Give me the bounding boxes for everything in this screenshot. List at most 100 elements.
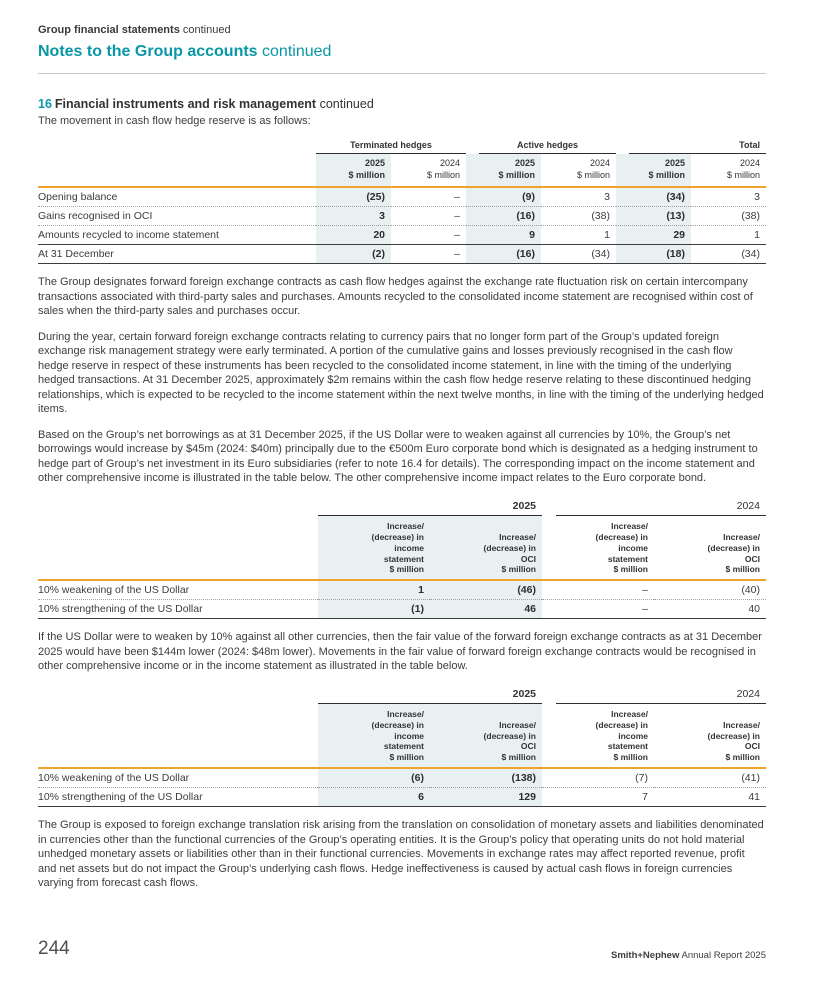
table-cell: (16)	[466, 206, 541, 227]
table-cell: (16)	[466, 244, 541, 265]
paragraph: If the US Dollar were to weaken by 10% a…	[38, 631, 762, 673]
note-title: Financial instruments and risk managemen…	[54, 97, 317, 111]
group-active-hedges: Active hedges	[466, 138, 616, 154]
column-header-row: Increase/ (decrease) in income statement…	[38, 515, 766, 582]
group-terminated-hedges: Terminated hedges	[316, 138, 466, 154]
col-header-2024: 2024 $ million	[541, 154, 616, 189]
row-label: Gains recognised in OCI	[38, 206, 316, 227]
note-number: 16	[38, 97, 52, 111]
col-header-2024: 2024 $ million	[691, 154, 766, 189]
year-2024-header: 2024	[542, 687, 766, 704]
year-header-row: 2025 $ million 2024 $ million 2025 $ mil…	[38, 154, 766, 189]
table-cell: (34)	[691, 244, 766, 265]
col-header-income-2025: Increase/ (decrease) in income statement…	[318, 703, 430, 770]
row-label: 10% strengthening of the US Dollar	[38, 599, 318, 620]
row-label: 10% strengthening of the US Dollar	[38, 787, 318, 808]
page-number: 244	[38, 938, 70, 959]
empty-cell	[38, 138, 316, 154]
footer-report-suffix: Annual Report 2025	[679, 950, 766, 961]
table-cell: 3	[541, 187, 616, 208]
table-cell: –	[542, 599, 654, 620]
table-cell: (138)	[430, 768, 542, 789]
hedge-reserve-table: Terminated hedges Active hedges Total 20…	[38, 138, 766, 265]
group-total: Total	[616, 138, 766, 154]
intro-text: The movement in cash flow hedge reserve …	[38, 115, 311, 127]
table-cell: 129	[430, 787, 542, 808]
empty-cell	[38, 499, 318, 516]
col-header-oci-2025: Increase/ (decrease) in OCI $ million	[430, 703, 542, 770]
col-header-2025: 2025 $ million	[316, 154, 391, 189]
row-label: 10% weakening of the US Dollar	[38, 768, 318, 789]
col-header-income-2025: Increase/ (decrease) in income statement…	[318, 515, 430, 582]
footer-brand: Smith+Nephew	[611, 950, 680, 961]
empty-cell	[38, 687, 318, 704]
page-title-suffix: continued	[257, 43, 332, 60]
table-cell: 3	[691, 187, 766, 208]
table-cell: (46)	[430, 580, 542, 601]
paragraph: Based on the Group’s net borrowings as a…	[38, 428, 758, 485]
table-cell: (25)	[316, 187, 391, 208]
col-header-2025: 2025 $ million	[466, 154, 541, 189]
row-label: 10% weakening of the US Dollar	[38, 580, 318, 601]
year-span-row: 2025 2024	[38, 499, 766, 516]
table-cell: 20	[316, 225, 391, 246]
table-row: Amounts recycled to income statement 20 …	[38, 225, 766, 246]
table-cell: (38)	[541, 206, 616, 227]
borrowings-sensitivity-table: 2025 2024 Increase/ (decrease) in income…	[38, 499, 766, 620]
table-cell: 1	[691, 225, 766, 246]
table-total-row: At 31 December (2) – (16) (34) (18) (34)	[38, 244, 766, 265]
table-cell: (13)	[616, 206, 691, 227]
table-row: 10% weakening of the US Dollar (6) (138)…	[38, 768, 766, 789]
table-cell: 3	[316, 206, 391, 227]
fx-sensitivity-table: 2025 2024 Increase/ (decrease) in income…	[38, 687, 766, 808]
table-cell: (2)	[316, 244, 391, 265]
table-cell: (38)	[691, 206, 766, 227]
table-row: Opening balance (25) – (9) 3 (34) 3	[38, 187, 766, 208]
year-2025-header: 2025	[318, 687, 542, 704]
row-label: Opening balance	[38, 187, 316, 208]
table-cell: (18)	[616, 244, 691, 265]
section-heading: 16 Financial instruments and risk managem…	[38, 97, 766, 111]
table-cell: 40	[654, 599, 766, 620]
col-header-oci-2025: Increase/ (decrease) in OCI $ million	[430, 515, 542, 582]
row-label: At 31 December	[38, 244, 316, 265]
column-header-row: Increase/ (decrease) in income statement…	[38, 703, 766, 770]
group-header-row: Terminated hedges Active hedges Total	[38, 138, 766, 154]
table-row: 10% strengthening of the US Dollar (1) 4…	[38, 599, 766, 620]
table-cell: (6)	[318, 768, 430, 789]
table-cell: 1	[541, 225, 616, 246]
footer-report-label: Smith+Nephew Annual Report 2025	[611, 950, 766, 961]
row-label: Amounts recycled to income statement	[38, 225, 316, 246]
table-cell: (34)	[616, 187, 691, 208]
year-2024-header: 2024	[542, 499, 766, 516]
table-cell: (7)	[542, 768, 654, 789]
table-cell: 6	[318, 787, 430, 808]
table-cell: (34)	[541, 244, 616, 265]
page-title: Notes to the Group accounts continued	[38, 43, 766, 61]
breadcrumb-section: Group financial statements	[38, 24, 180, 36]
table-cell: –	[391, 244, 466, 265]
table-row: 10% weakening of the US Dollar 1 (46) – …	[38, 580, 766, 601]
paragraph: During the year, certain forward foreign…	[38, 330, 764, 416]
col-header-income-2024: Increase/ (decrease) in income statement…	[542, 703, 654, 770]
col-header-oci-2024: Increase/ (decrease) in OCI $ million	[654, 515, 766, 582]
empty-cell	[38, 515, 318, 582]
col-header-oci-2024: Increase/ (decrease) in OCI $ million	[654, 703, 766, 770]
col-header-income-2024: Increase/ (decrease) in income statement…	[542, 515, 654, 582]
table-row: 10% strengthening of the US Dollar 6 129…	[38, 787, 766, 808]
table-cell: –	[542, 580, 654, 601]
table-cell: (9)	[466, 187, 541, 208]
table-row: Gains recognised in OCI 3 – (16) (38) (1…	[38, 206, 766, 227]
year-span-row: 2025 2024	[38, 687, 766, 704]
paragraph: The Group is exposed to foreign exchange…	[38, 819, 764, 890]
table-cell: 41	[654, 787, 766, 808]
paragraph: The Group designates forward foreign exc…	[38, 276, 753, 318]
page-title-main: Notes to the Group accounts	[38, 43, 258, 60]
col-header-2024: 2024 $ million	[391, 154, 466, 189]
year-2025-header: 2025	[318, 499, 542, 516]
breadcrumb: Group financial statements continued	[38, 24, 766, 36]
table-cell: 9	[466, 225, 541, 246]
empty-cell	[38, 154, 316, 189]
note-title-suffix: continued	[316, 97, 374, 111]
page-content: Group financial statements continued Not…	[38, 24, 766, 891]
